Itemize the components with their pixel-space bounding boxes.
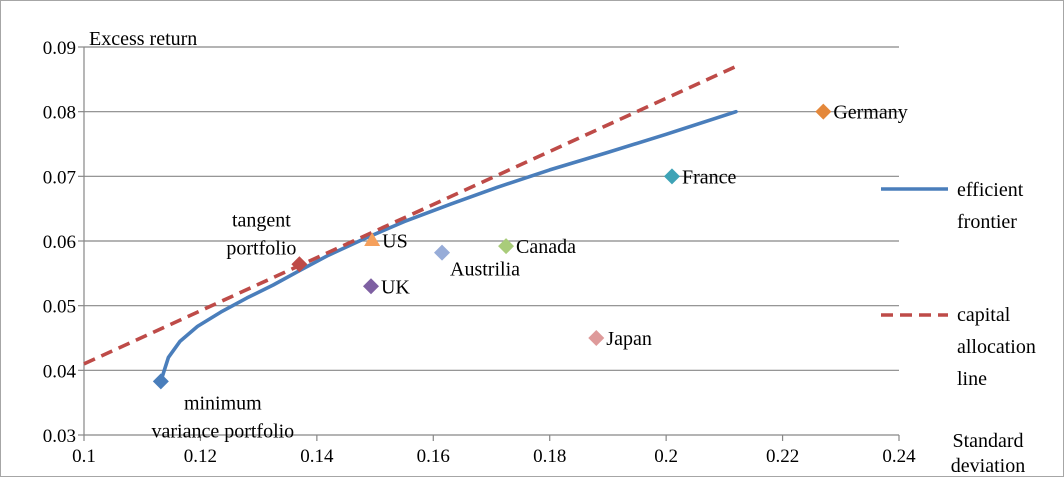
x-tick-label: 0.12 [184,446,217,467]
y-tick-label: 0.09 [43,38,76,59]
x-tick-label: 0.24 [882,446,916,467]
y-tick-label: 0.03 [43,426,76,447]
tangent-portfolio-point [291,256,308,273]
y-tick-label: 0.04 [43,361,77,382]
y-axis-label: Excess return [89,28,197,50]
legend-efficient-frontier-label: efficient frontier [957,179,1024,233]
legend-capital-allocation-label: capital allocation line [957,304,1036,390]
x-axis-label: Standard deviation [951,430,1025,477]
japan-label: Japan [606,328,652,350]
germany-label: Germany [833,102,907,124]
efficient-frontier-line [159,109,738,384]
france-point [663,168,680,185]
y-tick-label: 0.05 [43,297,76,318]
y-tick-label: 0.07 [43,167,76,188]
uk-label: UK [381,276,410,298]
us-point [364,232,381,246]
x-tick-label: 0.2 [654,446,678,467]
x-tick-label: 0.1 [72,446,96,467]
x-tick-label: 0.14 [300,446,334,467]
tangent-portfolio-label: tangent portfolio [226,209,296,259]
canada-label: Canada [516,236,576,258]
germany-point [815,103,832,120]
minimum-variance-portfolio-label: minimum variance portfolio [151,392,294,442]
x-tick-label: 0.18 [533,446,566,467]
capital-allocation-line [83,63,740,366]
us-label: US [382,230,408,252]
minimum-variance-portfolio-point [152,373,169,390]
x-tick-label: 0.16 [417,446,450,467]
france-label: France [682,166,737,188]
y-tick-label: 0.08 [43,103,76,124]
canada-point [498,238,515,255]
austrilia-label: Austrilia [450,259,520,281]
japan-point [588,330,605,346]
uk-point [362,278,379,295]
x-tick-label: 0.22 [766,446,799,467]
y-tick-label: 0.06 [43,232,76,253]
austrilia-point [434,244,451,261]
